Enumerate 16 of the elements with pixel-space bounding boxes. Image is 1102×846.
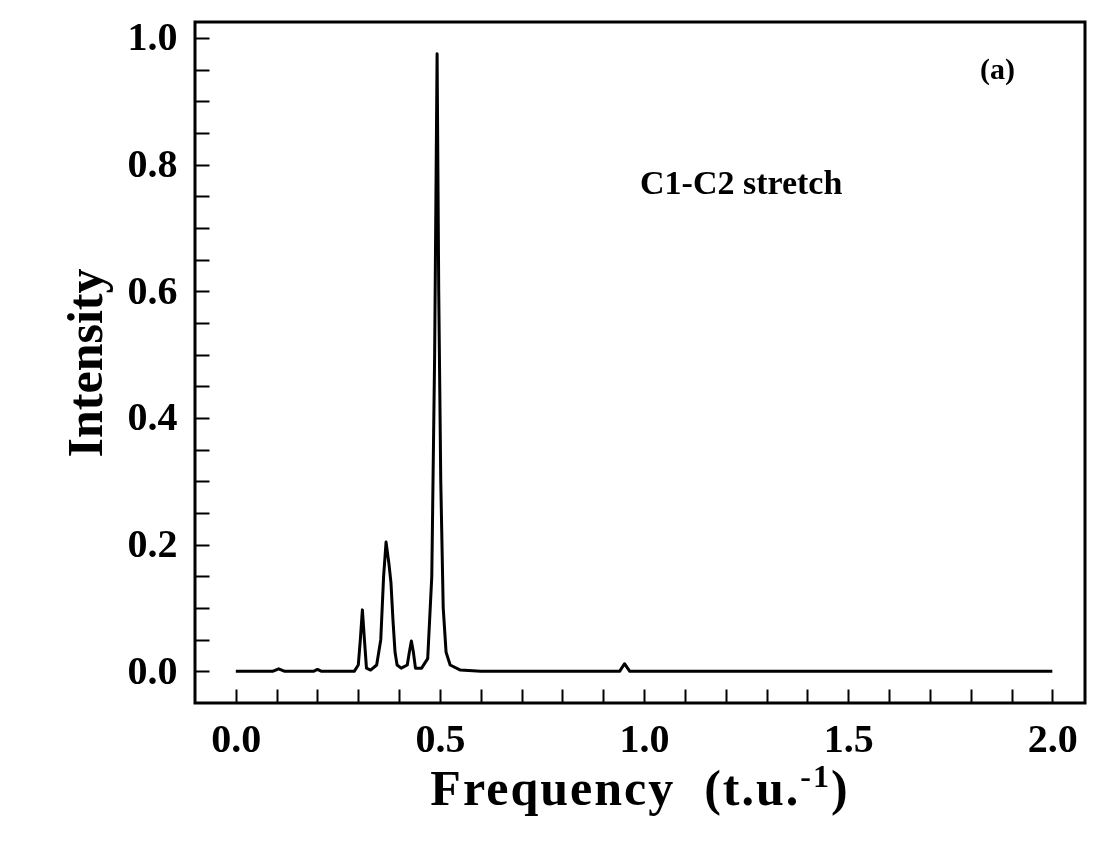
x-axis-title: Frequency (t.u.$^{-1}$) xyxy=(430,758,850,816)
x-tick-label: 0.0 xyxy=(211,715,262,761)
x-tick-label: 0.5 xyxy=(415,715,466,761)
y-axis-title: Intensity xyxy=(56,268,113,458)
annotation: C1-C2 stretch xyxy=(640,164,843,202)
annotation: (a) xyxy=(980,52,1015,86)
y-tick-label: 0.6 xyxy=(127,267,178,313)
x-tick-label: 1.5 xyxy=(823,715,874,761)
x-tick-label: 2.0 xyxy=(1027,715,1078,761)
y-tick-label: 0.8 xyxy=(127,141,178,187)
line-series xyxy=(234,52,1054,673)
y-tick-label: 0.2 xyxy=(127,521,178,567)
y-tick-label: 1.0 xyxy=(127,14,178,60)
y-tick-label: 0.4 xyxy=(127,394,178,440)
y-tick-label: 0.0 xyxy=(127,647,178,693)
x-tick-label: 1.0 xyxy=(619,715,670,761)
